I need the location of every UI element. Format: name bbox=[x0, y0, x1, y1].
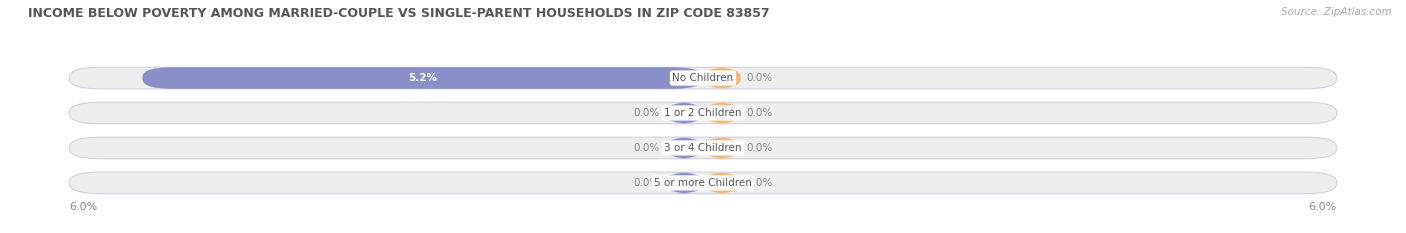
Text: No Children: No Children bbox=[672, 73, 734, 83]
FancyBboxPatch shape bbox=[142, 67, 703, 89]
Text: 0.0%: 0.0% bbox=[634, 143, 659, 153]
FancyBboxPatch shape bbox=[69, 67, 1337, 89]
Text: Source: ZipAtlas.com: Source: ZipAtlas.com bbox=[1281, 7, 1392, 17]
Text: 0.0%: 0.0% bbox=[747, 73, 772, 83]
FancyBboxPatch shape bbox=[665, 172, 703, 194]
FancyBboxPatch shape bbox=[703, 172, 741, 194]
FancyBboxPatch shape bbox=[69, 137, 1337, 159]
Text: 6.0%: 6.0% bbox=[1309, 202, 1337, 212]
FancyBboxPatch shape bbox=[703, 67, 741, 89]
Text: 1 or 2 Children: 1 or 2 Children bbox=[664, 108, 742, 118]
Text: 0.0%: 0.0% bbox=[747, 143, 772, 153]
FancyBboxPatch shape bbox=[69, 102, 1337, 124]
FancyBboxPatch shape bbox=[69, 172, 1337, 194]
Text: 5 or more Children: 5 or more Children bbox=[654, 178, 752, 188]
FancyBboxPatch shape bbox=[665, 102, 703, 124]
Text: 3 or 4 Children: 3 or 4 Children bbox=[664, 143, 742, 153]
Text: 0.0%: 0.0% bbox=[634, 178, 659, 188]
FancyBboxPatch shape bbox=[703, 137, 741, 159]
Text: 0.0%: 0.0% bbox=[747, 108, 772, 118]
FancyBboxPatch shape bbox=[665, 137, 703, 159]
Text: 5.2%: 5.2% bbox=[408, 73, 437, 83]
Text: INCOME BELOW POVERTY AMONG MARRIED-COUPLE VS SINGLE-PARENT HOUSEHOLDS IN ZIP COD: INCOME BELOW POVERTY AMONG MARRIED-COUPL… bbox=[28, 7, 769, 20]
Text: 0.0%: 0.0% bbox=[634, 108, 659, 118]
Text: 0.0%: 0.0% bbox=[747, 178, 772, 188]
Text: 6.0%: 6.0% bbox=[69, 202, 97, 212]
FancyBboxPatch shape bbox=[703, 102, 741, 124]
